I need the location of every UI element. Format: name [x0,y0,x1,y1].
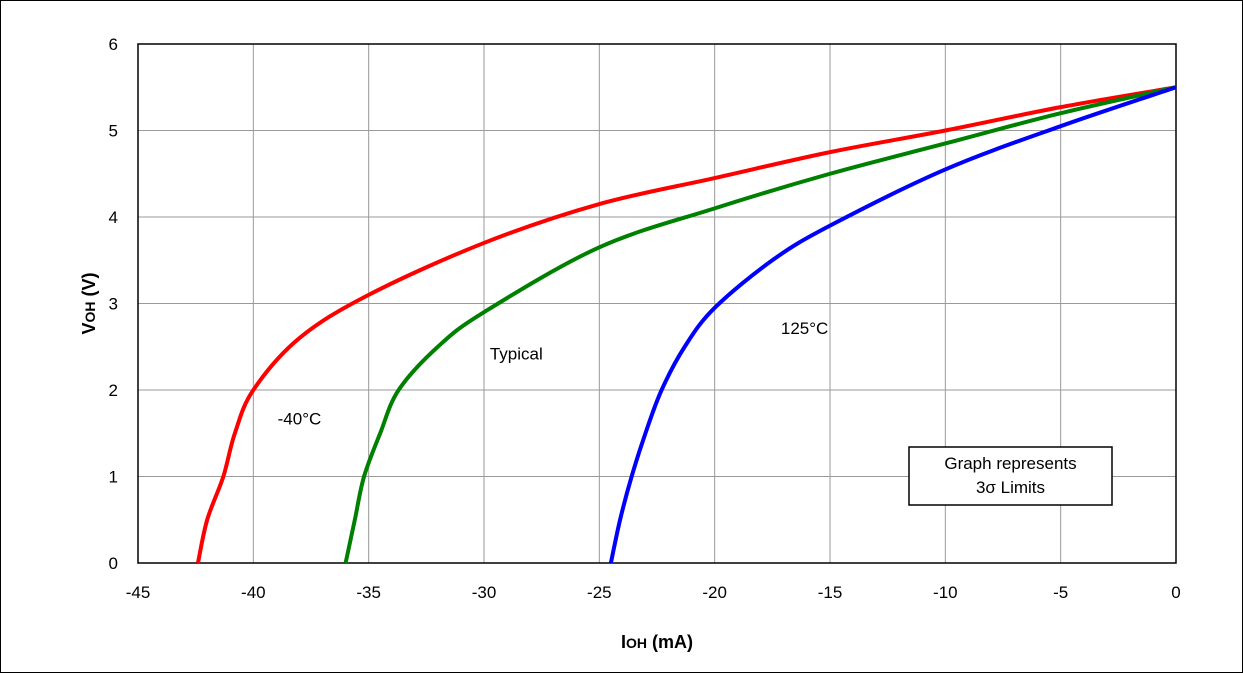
series-label: 125°C [781,319,828,338]
x-tick-label: -30 [472,583,497,602]
series-label: -40°C [278,410,322,429]
series-line [608,85,1177,564]
x-tick-label: -25 [587,583,612,602]
x-tick-label: -45 [126,583,151,602]
x-tick-label: -35 [356,583,381,602]
y-tick-label: 6 [109,35,118,54]
x-tick-label: -40 [241,583,266,602]
note-box: Graph represents 3σ Limits [908,446,1113,506]
x-tick-label: -10 [933,583,958,602]
x-tick-label: 0 [1171,583,1180,602]
y-tick-label: 1 [109,468,118,487]
y-tick-label: 3 [109,295,118,314]
x-tick-label: -15 [818,583,843,602]
series-line [196,85,1177,564]
y-axis-title: VOH (V) [79,272,99,334]
series-labels: -40°C Typical 125°C [278,319,829,429]
series-line [343,85,1177,564]
y-tick-label: 5 [109,122,118,141]
y-tick-label: 4 [109,208,118,227]
x-tick-label: -5 [1053,583,1068,602]
x-tick-label: -20 [702,583,727,602]
plot-border [137,43,1177,564]
note-line: Graph represents [944,454,1076,473]
series-label: Typical [490,345,543,364]
note-box-frame [908,446,1113,506]
y-tick-label: 2 [109,381,118,400]
note-line: 3σ Limits [976,478,1045,497]
series-layer [196,85,1177,564]
tick-labels: -45 -40 -35 -30 -25 -20 -15 -10 -5 0 0 1 2 3 4 5 6 [109,35,1181,602]
y-tick-label: 0 [109,554,118,573]
x-axis-title: IOH (mA) [621,632,693,652]
